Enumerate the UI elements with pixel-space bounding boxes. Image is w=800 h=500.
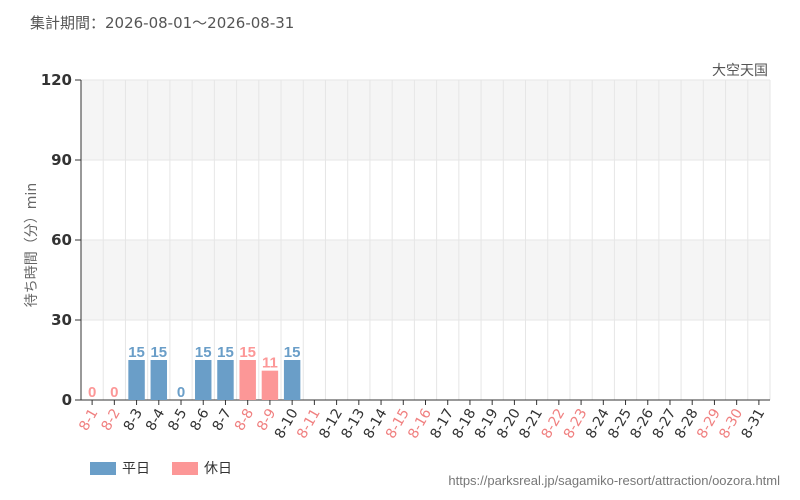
y-tick-label: 90 — [51, 151, 72, 169]
legend-item-weekday[interactable]: 平日 — [90, 458, 150, 478]
bar-value-label: 11 — [262, 355, 278, 372]
plot-band — [81, 80, 770, 160]
bar-8-10 — [284, 360, 300, 400]
x-tick-label: 8-4 — [143, 406, 168, 434]
legend-swatch-holiday — [172, 462, 198, 475]
x-tick-label: 8-1 — [76, 406, 101, 434]
y-tick-label: 60 — [51, 231, 72, 249]
bar-8-3 — [128, 360, 144, 400]
bar-value-label: 15 — [239, 344, 256, 361]
bar-value-label: 15 — [217, 344, 234, 361]
bar-value-label: 15 — [150, 344, 167, 361]
bar-value-label: 0 — [88, 384, 96, 401]
x-tick-label: 8-6 — [187, 406, 212, 434]
y-tick-label: 0 — [62, 391, 72, 409]
legend-label-holiday: 休日 — [204, 458, 232, 478]
bar-value-label: 15 — [128, 344, 145, 361]
source-url: https://parksreal.jp/sagamiko-resort/att… — [448, 473, 780, 488]
bar-8-7 — [217, 360, 233, 400]
legend-swatch-weekday — [90, 462, 116, 475]
x-tick-label: 8-8 — [232, 406, 257, 434]
bar-value-label: 0 — [177, 384, 185, 401]
x-tick-label: 8-2 — [99, 406, 124, 434]
legend-label-weekday: 平日 — [122, 458, 150, 478]
bar-8-9 — [262, 371, 278, 400]
legend: 平日 休日 — [90, 458, 232, 478]
bar-8-4 — [151, 360, 167, 400]
bar-8-6 — [195, 360, 211, 400]
plot-band — [81, 240, 770, 320]
y-tick-label: 120 — [41, 71, 72, 89]
x-tick-label: 8-5 — [165, 406, 190, 434]
bar-value-label: 15 — [195, 344, 212, 361]
y-tick-label: 30 — [51, 311, 72, 329]
bar-value-label: 15 — [284, 344, 301, 361]
x-tick-label: 8-3 — [121, 406, 146, 434]
bar-value-label: 0 — [110, 384, 118, 401]
bar-8-8 — [239, 360, 255, 400]
legend-item-holiday[interactable]: 休日 — [172, 458, 232, 478]
x-tick-label: 8-31 — [739, 406, 769, 442]
x-tick-label: 8-7 — [210, 406, 235, 434]
y-axis-title: 待ち時間（分）min — [24, 183, 40, 307]
